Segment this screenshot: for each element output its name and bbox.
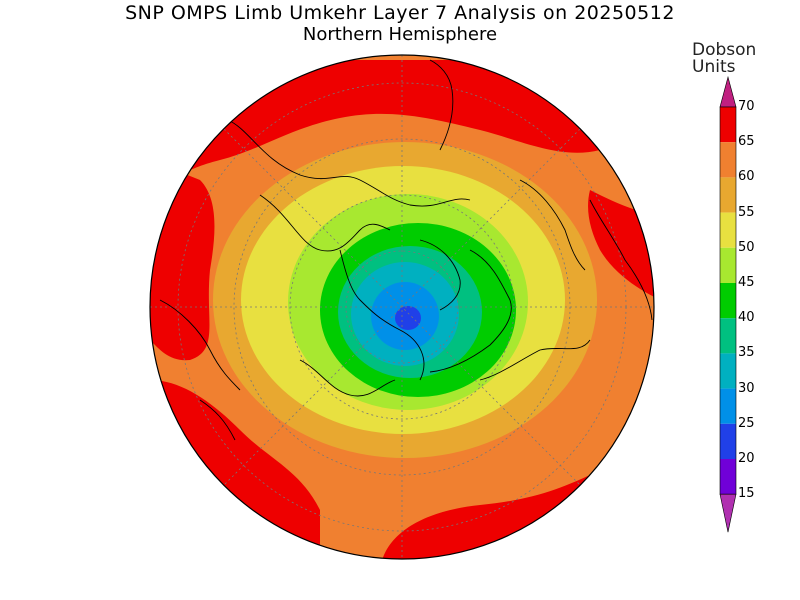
map-border	[149, 54, 655, 560]
color-bar-tick-label: 65	[738, 134, 755, 150]
color-bar-tick-label: 50	[738, 239, 755, 255]
color-bar-tick-label: 45	[738, 275, 755, 290]
color-bar-swatch	[720, 459, 736, 495]
color-bar-tick-label: 30	[738, 380, 755, 396]
ozone-region-red-top	[180, 60, 600, 175]
color-bar-tick-label: 25	[738, 415, 755, 431]
ozone-band-20-25	[395, 306, 421, 330]
color-bar-swatch	[720, 388, 736, 424]
color-bar-over-arrow	[719, 75, 737, 108]
color-bar-under-arrow	[719, 493, 737, 533]
color-bar-swatch	[720, 142, 736, 178]
color-bar-tick-label: 60	[738, 169, 755, 185]
graticule	[150, 55, 654, 559]
color-bar-tick-label: 70	[738, 99, 755, 114]
color-bar-swatch	[720, 107, 736, 143]
color-bar-swatch	[720, 247, 736, 283]
color-bar-frame	[719, 106, 737, 495]
coastlines	[159, 59, 653, 441]
color-bar-tick-label: 15	[738, 486, 755, 502]
legend-unit-line2: Units	[692, 57, 736, 77]
color-bar-tick-label: 55	[738, 204, 755, 220]
color-bar-tick-label: 35	[738, 345, 755, 361]
color-bar-tick-label: 20	[738, 451, 755, 466]
color-bar-swatch	[720, 423, 736, 459]
color-bar-tick-label: 40	[738, 310, 755, 326]
chart-subtitle: Northern Hemisphere	[302, 24, 498, 45]
color-bar-swatch	[720, 212, 736, 248]
legend-unit-line1: Dobson	[692, 40, 757, 60]
color-bar-swatch	[720, 177, 736, 213]
color-bar-swatch	[720, 283, 736, 319]
color-bar-swatch	[720, 318, 736, 354]
color-bar-swatch	[720, 353, 736, 389]
chart-title: SNP OMPS Limb Umkehr Layer 7 Analysis on…	[125, 2, 675, 24]
